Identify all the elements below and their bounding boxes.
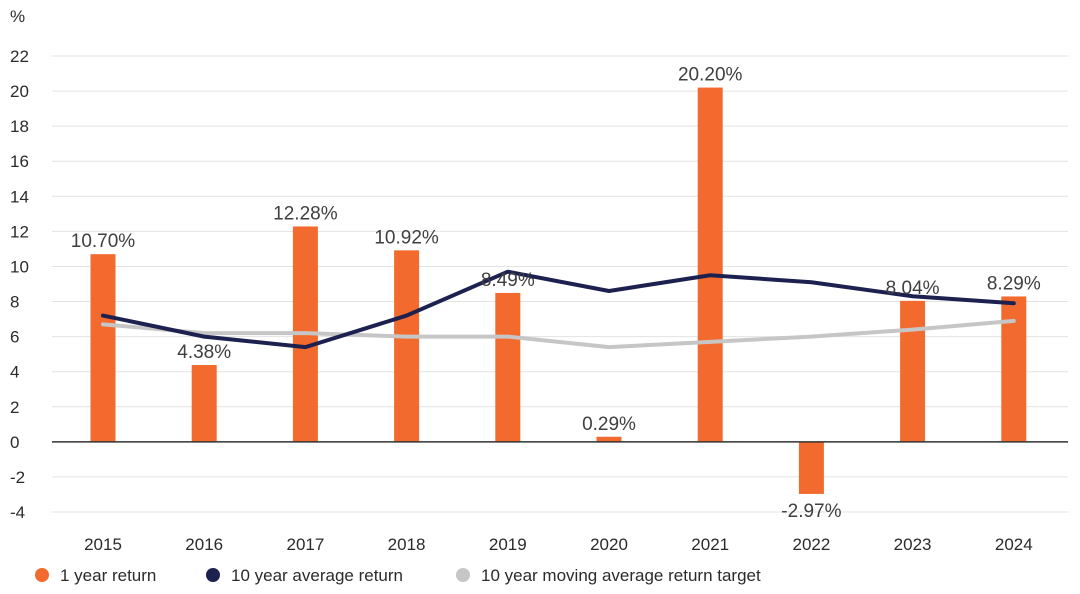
y-tick-label: 8 bbox=[10, 293, 19, 312]
y-tick-label: 0 bbox=[10, 433, 19, 452]
lines bbox=[101, 269, 1016, 350]
bar-2021 bbox=[697, 87, 723, 442]
legend-marker-10-year-average-return bbox=[206, 568, 220, 582]
x-tick-label-2016: 2016 bbox=[185, 535, 223, 554]
legend-label-10-year-moving-average-return-target: 10 year moving average return target bbox=[481, 566, 761, 585]
bar-2018 bbox=[394, 250, 420, 442]
y-tick-label: -2 bbox=[10, 468, 25, 487]
gridlines bbox=[52, 55, 1068, 513]
bar-2022 bbox=[798, 441, 824, 494]
y-tick-label: 6 bbox=[10, 328, 19, 347]
y-tick-label: 20 bbox=[10, 82, 29, 101]
legend-marker-1-year-return bbox=[35, 568, 49, 582]
x-tick-label-2015: 2015 bbox=[84, 535, 122, 554]
y-tick-label: 10 bbox=[10, 257, 29, 276]
data-labels: 10.70% 4.38% 12.28% 10.92% 8.49% 0.29% 20.20% -… bbox=[71, 65, 1041, 522]
data-label-2021: 20.20% bbox=[678, 65, 743, 86]
legend-label-10-year-average-return: 10 year average return bbox=[231, 566, 403, 585]
y-tick-label: 22 bbox=[10, 47, 29, 66]
bar-2015 bbox=[90, 254, 116, 442]
data-label-2018: 10.92% bbox=[374, 227, 439, 248]
bar-2019 bbox=[495, 292, 521, 442]
y-tick-label: 4 bbox=[10, 363, 19, 382]
legend-item-10-year-moving-average-return-target: 10 year moving average return target bbox=[456, 566, 761, 585]
legend: 1 year return 10 year average return 10 … bbox=[35, 566, 761, 585]
bar-2024 bbox=[1001, 296, 1027, 442]
y-tick-label: 2 bbox=[10, 398, 19, 417]
data-label-2019: 8.49% bbox=[481, 270, 535, 291]
bar-2020 bbox=[596, 436, 622, 442]
x-axis-ticks: 2015 2016 2017 2018 2019 2020 2021 2022 2023 2024 bbox=[84, 535, 1033, 554]
line-10-year-moving-average-return-target bbox=[101, 318, 1016, 350]
data-label-2015: 10.70% bbox=[71, 231, 136, 252]
y-tick-label: 12 bbox=[10, 222, 29, 241]
x-tick-label-2021: 2021 bbox=[691, 535, 729, 554]
bars bbox=[90, 87, 1027, 494]
x-tick-label-2024: 2024 bbox=[995, 535, 1033, 554]
legend-item-10-year-average-return: 10 year average return bbox=[206, 566, 403, 585]
y-tick-label: 18 bbox=[10, 117, 29, 136]
data-label-2017: 12.28% bbox=[273, 203, 338, 224]
legend-item-1-year-return: 1 year return bbox=[35, 566, 156, 585]
x-tick-label-2019: 2019 bbox=[489, 535, 527, 554]
y-tick-label: -4 bbox=[10, 503, 25, 522]
data-label-2023: 8.04% bbox=[886, 278, 940, 299]
y-tick-label: 14 bbox=[10, 187, 29, 206]
x-tick-label-2022: 2022 bbox=[792, 535, 830, 554]
bar-2023 bbox=[900, 300, 926, 442]
x-tick-label-2020: 2020 bbox=[590, 535, 628, 554]
x-tick-label-2018: 2018 bbox=[388, 535, 426, 554]
x-tick-label-2023: 2023 bbox=[894, 535, 932, 554]
data-label-2024: 8.29% bbox=[987, 273, 1041, 294]
data-label-2022: -2.97% bbox=[781, 501, 841, 522]
y-axis-ticks: -4 -2 0 2 4 6 8 10 12 14 16 18 20 22 bbox=[10, 47, 29, 522]
x-tick-label-2017: 2017 bbox=[286, 535, 324, 554]
bar-2016 bbox=[191, 365, 217, 442]
data-label-2016: 4.38% bbox=[177, 342, 231, 363]
legend-label-1-year-return: 1 year return bbox=[60, 566, 156, 585]
data-label-2020: 0.29% bbox=[582, 414, 636, 435]
legend-marker-10-year-moving-average-return-target bbox=[456, 568, 470, 582]
y-tick-label: 16 bbox=[10, 152, 29, 171]
y-axis-unit-label: % bbox=[10, 7, 25, 26]
line-10-year-average-return bbox=[101, 269, 1016, 350]
